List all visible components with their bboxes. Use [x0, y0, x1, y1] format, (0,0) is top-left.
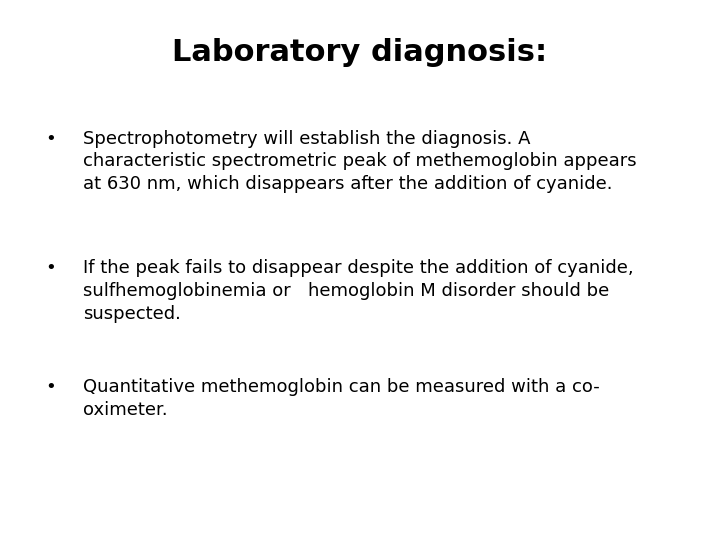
Text: •: • [45, 130, 55, 147]
Text: •: • [45, 259, 55, 277]
Text: Spectrophotometry will establish the diagnosis. A
characteristic spectrometric p: Spectrophotometry will establish the dia… [83, 130, 636, 193]
Text: •: • [45, 378, 55, 396]
Text: Quantitative methemoglobin can be measured with a co-
oximeter.: Quantitative methemoglobin can be measur… [83, 378, 600, 419]
Text: Laboratory diagnosis:: Laboratory diagnosis: [172, 38, 548, 67]
Text: If the peak fails to disappear despite the addition of cyanide,
sulfhemoglobinem: If the peak fails to disappear despite t… [83, 259, 634, 323]
